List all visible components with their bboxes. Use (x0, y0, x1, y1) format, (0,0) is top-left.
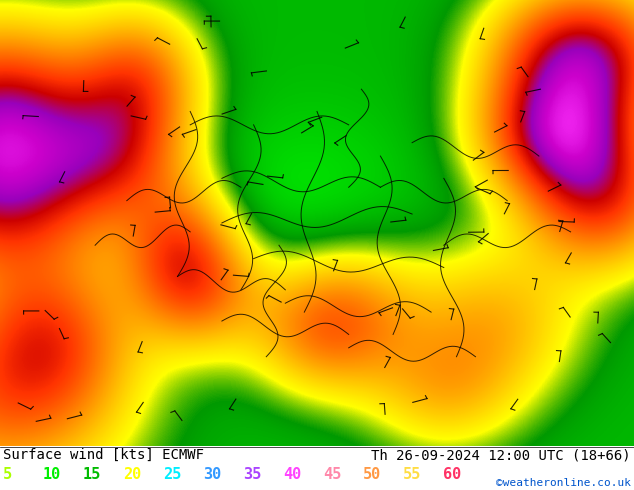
Text: 15: 15 (83, 467, 101, 482)
Text: ©weatheronline.co.uk: ©weatheronline.co.uk (496, 478, 631, 488)
Text: 30: 30 (203, 467, 221, 482)
Text: 35: 35 (243, 467, 261, 482)
Text: Surface wind [kts] ECMWF: Surface wind [kts] ECMWF (3, 448, 204, 462)
Text: 50: 50 (363, 467, 381, 482)
Text: 60: 60 (443, 467, 461, 482)
Text: 5: 5 (3, 467, 12, 482)
Text: 10: 10 (43, 467, 61, 482)
Text: 25: 25 (163, 467, 181, 482)
Text: 20: 20 (123, 467, 141, 482)
Text: Th 26-09-2024 12:00 UTC (18+66): Th 26-09-2024 12:00 UTC (18+66) (371, 448, 631, 462)
Text: 40: 40 (283, 467, 301, 482)
Text: 45: 45 (323, 467, 341, 482)
Text: 55: 55 (403, 467, 421, 482)
